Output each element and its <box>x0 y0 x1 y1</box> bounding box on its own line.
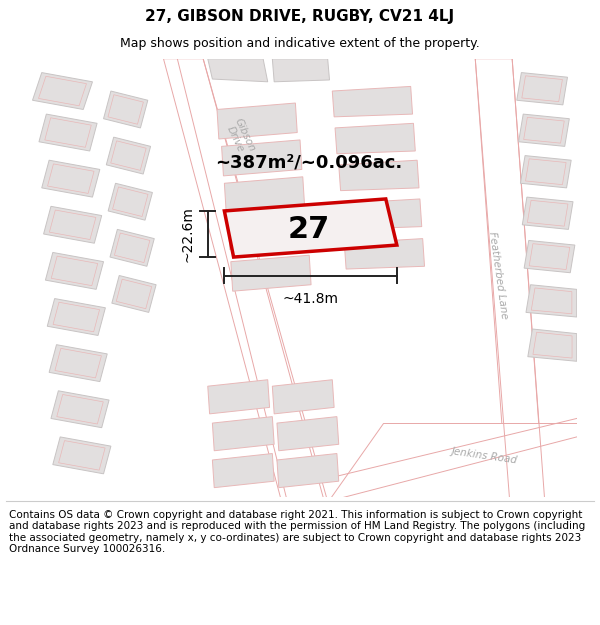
Text: ~387m²/~0.096ac.: ~387m²/~0.096ac. <box>215 154 403 172</box>
Polygon shape <box>221 140 302 176</box>
Polygon shape <box>228 214 308 249</box>
Polygon shape <box>277 454 339 488</box>
Polygon shape <box>53 437 111 474</box>
Polygon shape <box>475 59 544 501</box>
Polygon shape <box>212 417 274 451</box>
Polygon shape <box>163 59 328 501</box>
Polygon shape <box>212 454 274 488</box>
Polygon shape <box>106 137 151 174</box>
Text: Featherbed Lane: Featherbed Lane <box>487 231 509 320</box>
Text: 27, GIBSON DRIVE, RUGBY, CV21 4LJ: 27, GIBSON DRIVE, RUGBY, CV21 4LJ <box>145 9 455 24</box>
Polygon shape <box>110 229 154 266</box>
Polygon shape <box>42 160 100 197</box>
Polygon shape <box>224 177 305 212</box>
Polygon shape <box>522 197 573 229</box>
Polygon shape <box>208 59 268 82</box>
Text: Gibson
Drive: Gibson Drive <box>223 116 257 158</box>
Polygon shape <box>520 156 571 188</box>
Polygon shape <box>341 199 422 229</box>
Polygon shape <box>528 329 577 361</box>
Polygon shape <box>231 255 311 291</box>
Polygon shape <box>524 241 575 272</box>
Polygon shape <box>208 380 269 414</box>
Polygon shape <box>44 206 101 243</box>
Polygon shape <box>46 253 104 289</box>
Polygon shape <box>112 276 156 312</box>
Polygon shape <box>51 391 109 428</box>
Polygon shape <box>217 103 297 139</box>
Polygon shape <box>339 160 419 191</box>
Polygon shape <box>335 123 415 154</box>
Polygon shape <box>104 91 148 128</box>
Polygon shape <box>47 299 106 336</box>
Polygon shape <box>344 239 425 269</box>
Text: 27: 27 <box>288 215 331 244</box>
Text: ~41.8m: ~41.8m <box>283 292 338 306</box>
Polygon shape <box>108 183 152 220</box>
Polygon shape <box>272 59 329 82</box>
Polygon shape <box>277 417 339 451</box>
Text: Contains OS data © Crown copyright and database right 2021. This information is : Contains OS data © Crown copyright and d… <box>9 510 585 554</box>
Polygon shape <box>526 285 577 317</box>
Polygon shape <box>39 114 97 151</box>
Polygon shape <box>517 72 568 105</box>
Text: Jenkins Road: Jenkins Road <box>451 446 518 465</box>
Polygon shape <box>32 72 92 109</box>
Polygon shape <box>328 423 577 501</box>
Polygon shape <box>332 86 413 117</box>
Text: ~22.6m: ~22.6m <box>181 206 195 262</box>
Text: Map shows position and indicative extent of the property.: Map shows position and indicative extent… <box>120 37 480 50</box>
Polygon shape <box>49 344 107 382</box>
Polygon shape <box>224 199 397 257</box>
Polygon shape <box>518 114 569 146</box>
Polygon shape <box>272 380 334 414</box>
